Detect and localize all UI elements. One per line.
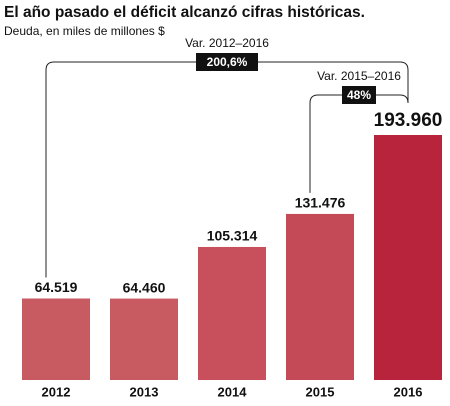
x-tick-label: 2016 <box>394 384 423 399</box>
bar <box>110 298 178 380</box>
x-tick-label: 2012 <box>42 384 71 399</box>
bar <box>198 246 266 380</box>
chart-subtitle: Deuda, en miles de millones $ <box>4 24 165 38</box>
badge-text: 200,6% <box>207 55 248 69</box>
value-label: 131.476 <box>295 195 346 211</box>
x-tick-label: 2013 <box>130 384 159 399</box>
bar <box>374 135 442 380</box>
badge <box>342 86 376 104</box>
annotation: Var. 2015–2016 <box>317 69 401 83</box>
value-label: 105.314 <box>207 228 258 244</box>
value-label: 193.960 <box>374 110 443 131</box>
x-tick-label: 2015 <box>306 384 335 399</box>
bar <box>286 213 354 380</box>
value-label: 64.460 <box>123 279 166 295</box>
annotation: Var. 2012–2016 <box>185 36 269 50</box>
chart-title: El año pasado el déficit alcanzó cifras … <box>4 4 365 21</box>
badge <box>196 53 258 71</box>
value-label: 64.519 <box>35 279 78 295</box>
x-tick-label: 2014 <box>218 384 248 399</box>
badge-text: 48% <box>347 88 371 102</box>
bar <box>22 298 90 380</box>
